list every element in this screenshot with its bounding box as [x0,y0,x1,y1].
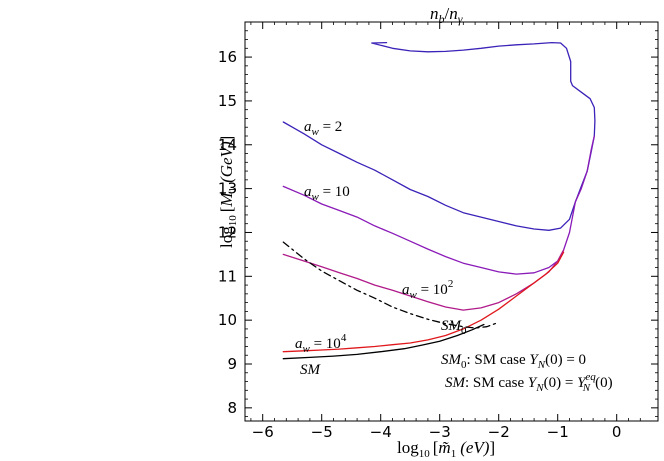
annotation-aw-10000: aw = 104 [295,332,347,355]
x-tick-label: −5 [311,423,333,441]
annotation-sm0: SM0 [441,318,467,337]
legend-sm: SM: SM case YN(0) = Yeq N (0) [445,371,613,394]
y-axis-label: log10[M1(GeV)] [217,136,239,248]
series-line-4 [282,323,485,360]
y-tick-label: 9 [227,355,237,373]
annotation-aw-10: aw = 10 [304,184,350,203]
y-tick-label: 10 [218,311,237,329]
y-tick-label: 11 [218,267,237,285]
series-line-0 [282,41,596,231]
x-tick-label: −4 [370,423,392,441]
series-line-5 [282,241,500,329]
axis-ticks: −6 −5 −4 −3 −2 −1 0 8 9 10 11 12 13 14 15 16 [218,22,658,441]
y-tick-label: 13 [218,180,237,198]
annotation-aw-100: aw = 102 [402,278,453,301]
series-line-1 [282,135,595,275]
y-tick-label: 15 [218,92,237,110]
y-tick-label: 12 [218,223,237,241]
chart-title: nb/nγ [430,4,463,26]
x-tick-label: −3 [429,423,451,441]
x-tick-label: −6 [252,423,274,441]
annotation-sm: SM [300,362,322,378]
y-tick-label: 16 [218,48,237,66]
series-group [282,41,596,360]
x-tick-label: −2 [488,423,510,441]
legend-sm0: SM0: SM case YN(0) = 0 [441,352,586,371]
annotation-aw-2: aw = 2 [304,119,342,138]
x-tick-label: 0 [612,423,622,441]
y-tick-label: 14 [218,136,237,154]
series-line-3 [282,251,565,353]
y-tick-label: 8 [227,399,237,417]
series-line-2 [282,249,565,311]
x-tick-label: −1 [547,423,569,441]
x-axis-label: log10 [m̃1 (eV)] [397,438,495,460]
